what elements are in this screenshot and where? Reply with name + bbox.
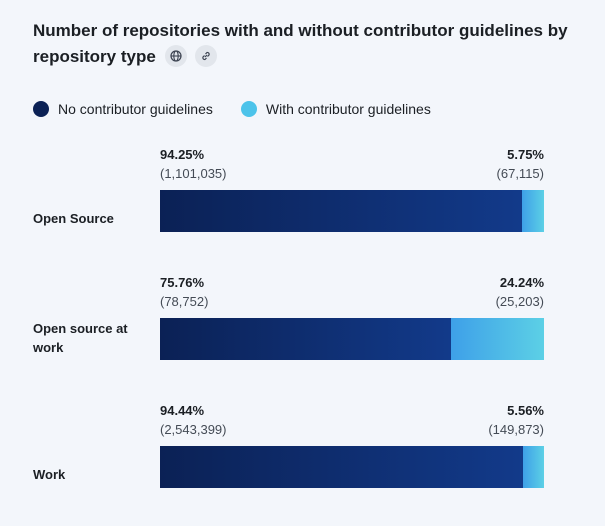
bar-segment-no-guidelines[interactable] [160, 446, 523, 488]
with-guidelines-count-label: (67,115) [496, 166, 544, 181]
bar-segment-with-guidelines[interactable] [521, 190, 544, 232]
with-guidelines-pct-label: 24.24% [499, 275, 544, 290]
bar-segment-with-guidelines[interactable] [522, 446, 544, 488]
legend-label-no-guidelines: No contributor guidelines [58, 101, 213, 117]
bar-segment-no-guidelines[interactable] [160, 318, 451, 360]
no-guidelines-pct-label: 75.76% [160, 275, 205, 290]
with-guidelines-pct-label: 5.75% [507, 147, 544, 162]
globe-icon[interactable] [164, 44, 187, 67]
no-guidelines-count-label: (2,543,399) [160, 422, 227, 437]
stacked-bar[interactable] [160, 190, 544, 232]
link-icon[interactable] [195, 44, 218, 67]
stacked-bar[interactable] [160, 318, 544, 360]
category-label: Work [33, 467, 66, 482]
with-guidelines-count-label: (25,203) [495, 294, 544, 309]
no-guidelines-count-label: (1,101,035) [160, 166, 227, 181]
bar-segment-with-guidelines[interactable] [450, 318, 544, 360]
legend-item-no-guidelines: No contributor guidelines [33, 101, 213, 117]
legend-label-with-guidelines: With contributor guidelines [265, 101, 431, 117]
no-guidelines-pct-label: 94.25% [160, 147, 205, 162]
stacked-bar[interactable] [160, 446, 544, 488]
with-guidelines-count-label: (149,873) [488, 422, 544, 437]
legend-swatch-no-guidelines [33, 101, 49, 117]
no-guidelines-count-label: (78,752) [160, 294, 209, 309]
bar-group-open-source: 94.25% (1,101,035) 5.75% (67,115) Open S… [0, 147, 605, 247]
legend-swatch-with-guidelines [240, 101, 257, 117]
legend-item-with-guidelines: With contributor guidelines [240, 101, 431, 117]
legend: No contributor guidelines With contribut… [33, 101, 459, 117]
no-guidelines-pct-label: 94.44% [160, 403, 205, 418]
category-label: Open Source [33, 211, 114, 226]
bar-group-work: 94.44% (2,543,399) 5.56% (149,873) Work [0, 403, 605, 503]
chart-title: Number of repositories with and without … [33, 18, 578, 70]
with-guidelines-pct-label: 5.56% [507, 403, 544, 418]
bar-group-open-source-at-work: 75.76% (78,752) 24.24% (25,203) Open sou… [0, 275, 605, 375]
bar-segment-no-guidelines[interactable] [160, 190, 522, 232]
category-label: Open source at work [33, 321, 128, 355]
chart-title-text: Number of repositories with and without … [33, 21, 568, 66]
